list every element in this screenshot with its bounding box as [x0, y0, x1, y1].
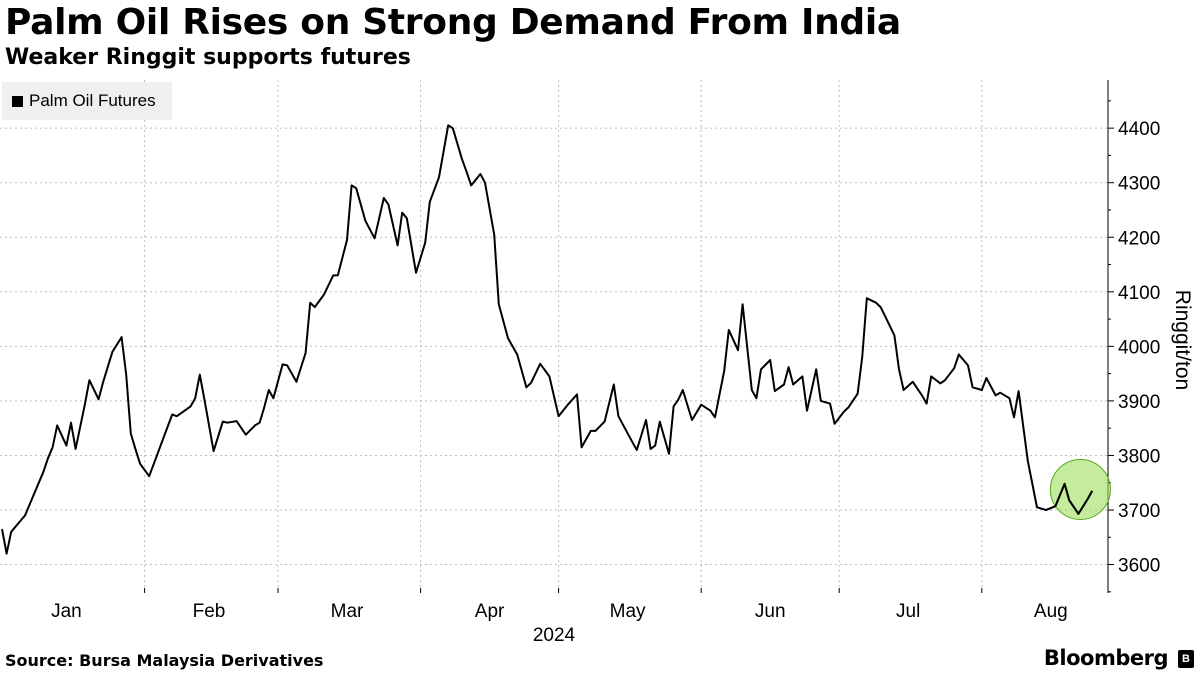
y-axis-label: Ringgit/ton [1171, 290, 1194, 390]
x-tick-label: Jun [755, 601, 786, 622]
annotations [1045, 458, 1111, 520]
gridlines [0, 80, 1108, 593]
legend-label: Palm Oil Futures [29, 91, 156, 110]
x-tick-label: Jul [896, 601, 920, 622]
legend: Palm Oil Futures [2, 82, 172, 120]
x-tick-label: May [610, 601, 646, 622]
y-axis: 3600 3700 3800 3900 4000 4100 4200 4300 4400 Ring… [1107, 80, 1194, 593]
y-tick-label: 4200 [1118, 228, 1160, 249]
source-note: Source: Bursa Malaysia Derivatives [5, 651, 324, 670]
legend-swatch [12, 95, 23, 107]
series-line-highlighted-segment [1045, 482, 1094, 515]
highlight-circle [1049, 458, 1111, 520]
x-tick-label: Apr [475, 601, 505, 622]
y-tick-label: 4400 [1118, 119, 1160, 140]
x-tick-label: Feb [193, 601, 226, 622]
y-tick-label: 3700 [1118, 501, 1160, 522]
bloomberg-b-icon: B [1178, 650, 1194, 668]
chart-subtitle: Weaker Ringgit supports futures [5, 45, 411, 70]
y-tick-label: 4100 [1118, 283, 1160, 304]
x-tick-label: Mar [331, 601, 364, 622]
x-tick-label: Aug [1034, 601, 1068, 622]
chart-title: Palm Oil Rises on Strong Demand From Ind… [5, 2, 901, 43]
x-axis-label: 2024 [533, 625, 576, 646]
y-tick-label: 3600 [1118, 556, 1160, 577]
x-tick-label: Jan [51, 601, 82, 622]
y-tick-label: 3900 [1118, 392, 1160, 413]
y-tick-label: 4300 [1118, 174, 1160, 195]
y-tick-label: 3800 [1118, 446, 1160, 467]
y-tick-label: 4000 [1118, 337, 1160, 358]
x-axis: Jan Feb Mar Apr May Jun Jul Aug 2024 [51, 588, 1068, 646]
series [1, 124, 1094, 555]
series-line-palm-oil-futures [1, 124, 1094, 555]
bloomberg-logo: Bloomberg [1043, 646, 1169, 670]
